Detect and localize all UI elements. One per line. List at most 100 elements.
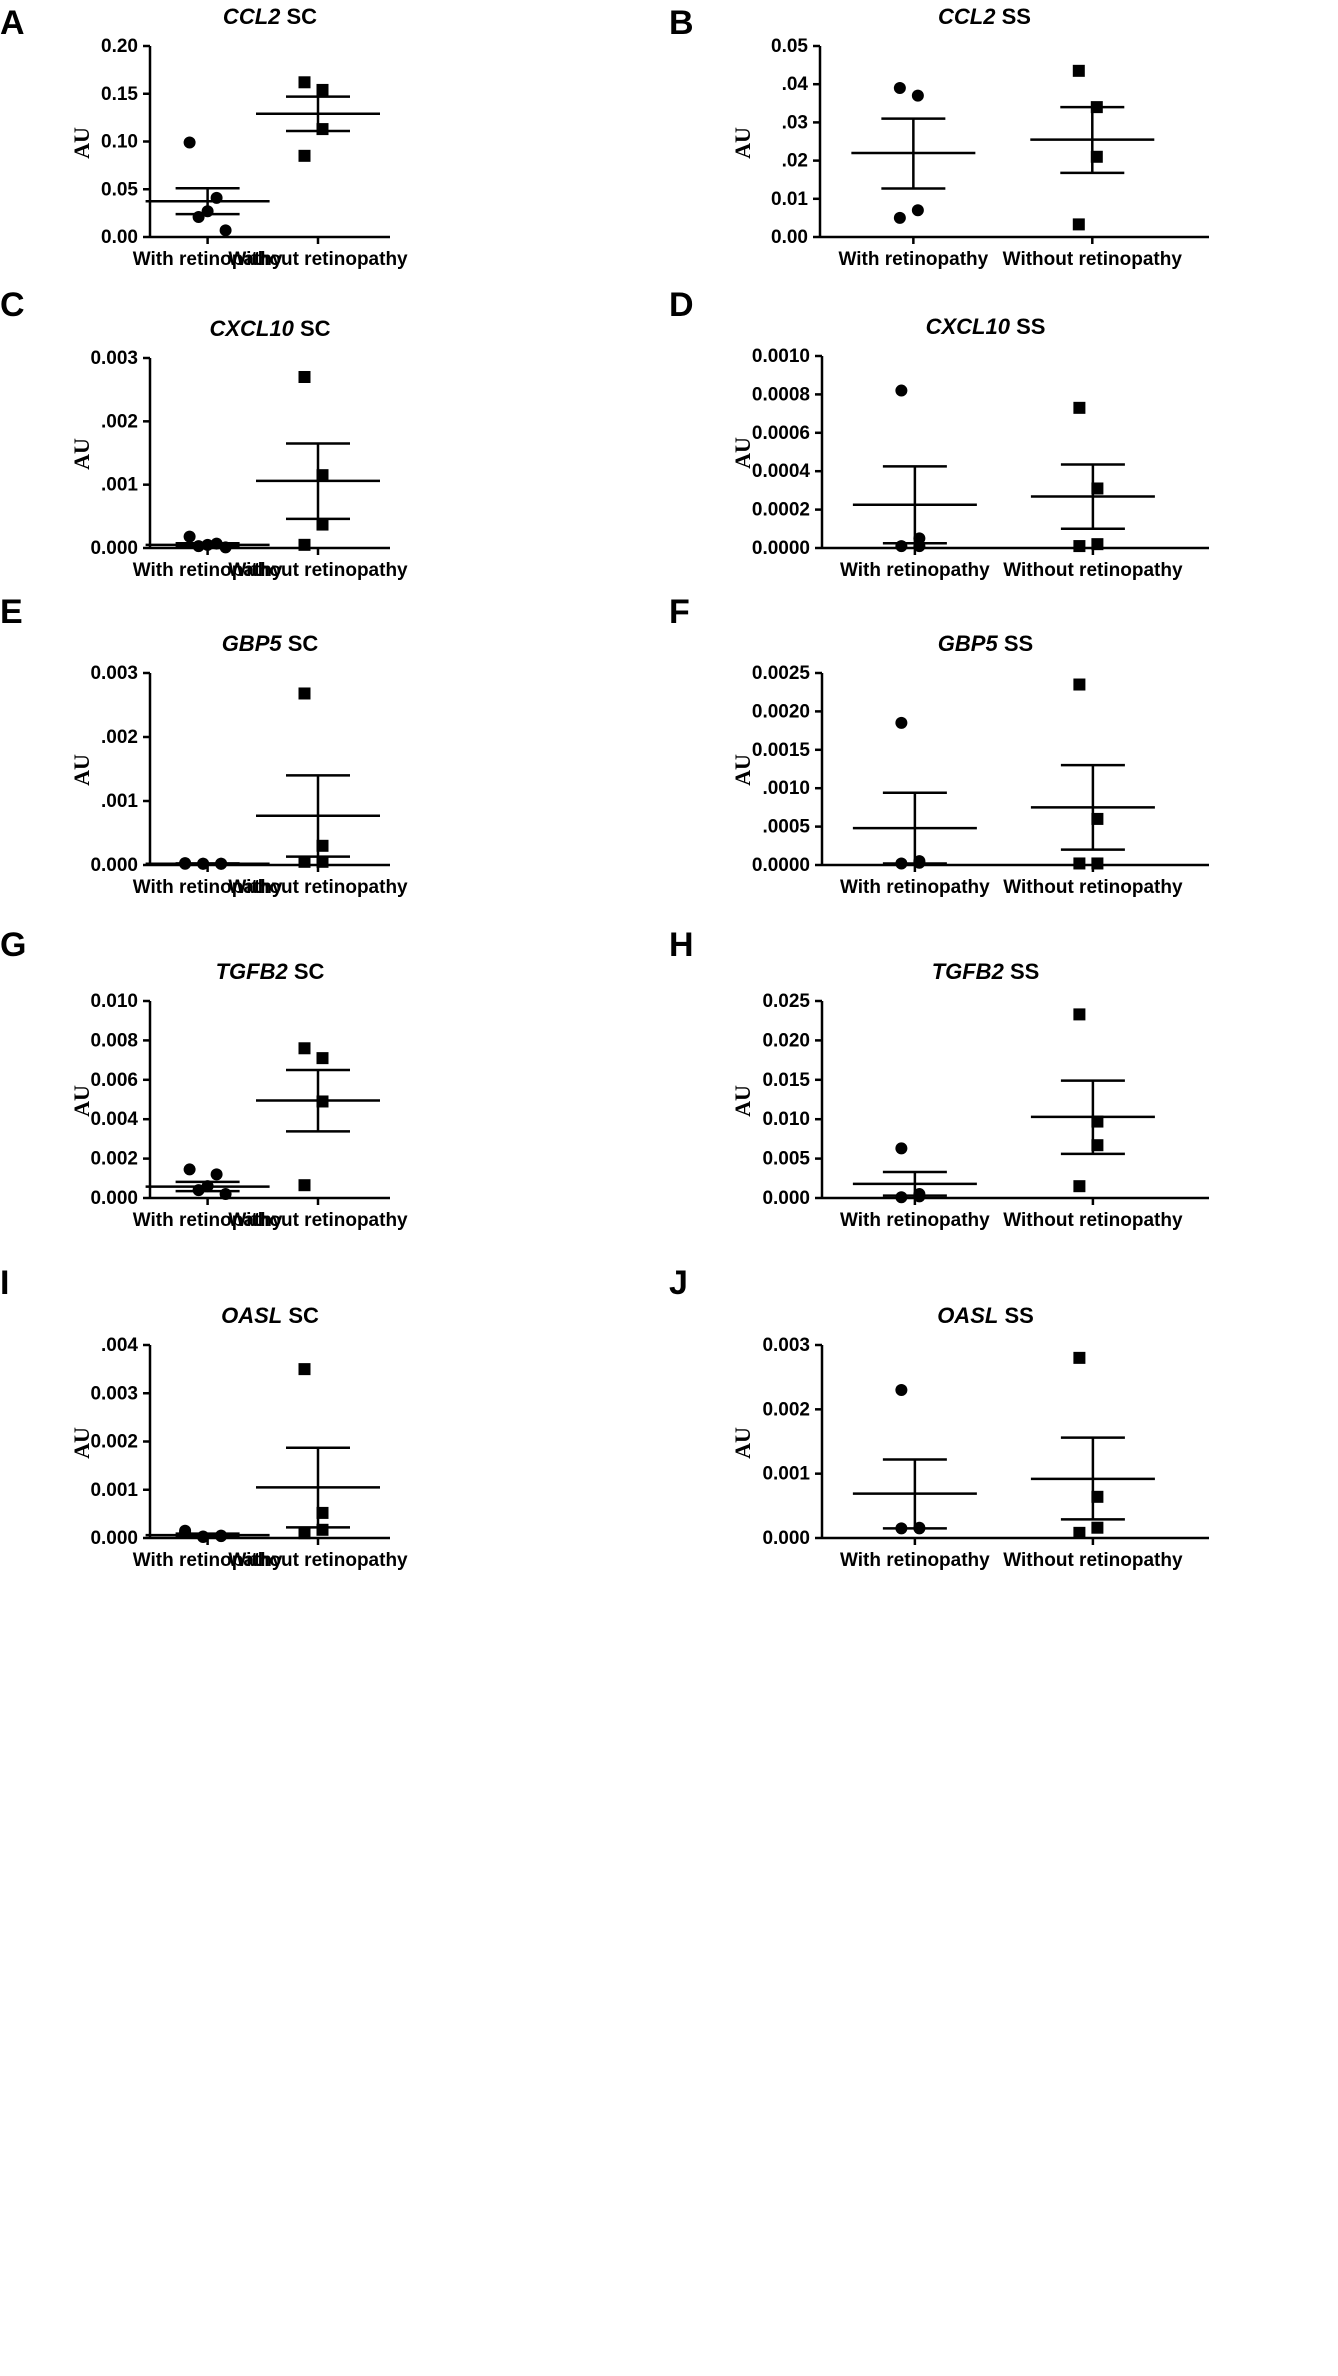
data-point-square xyxy=(298,149,311,162)
y-tick-label: 0.0015 xyxy=(752,740,811,761)
title-tissue: SS xyxy=(1001,4,1031,29)
y-tick-label: 0.15 xyxy=(101,84,138,105)
chart-svg: 0.00 0.01 .02 .03 .04 0.05 With retinopathy Wit… xyxy=(771,36,1209,270)
data-point-circle xyxy=(893,82,906,95)
data-point-square xyxy=(316,469,329,482)
data-point-circle xyxy=(893,211,906,224)
title-tissue: SC xyxy=(293,959,325,984)
y-tick-label: 0.008 xyxy=(90,1030,138,1051)
data-point-square xyxy=(1073,1351,1086,1364)
chart-title: TGFB2 SC xyxy=(216,959,325,985)
data-point-square xyxy=(298,538,311,551)
y-tick-label: 0.00 xyxy=(101,227,138,248)
y-tick-label: 0.003 xyxy=(90,348,138,369)
data-point-square xyxy=(1073,1526,1086,1539)
data-point-square xyxy=(1091,482,1104,495)
y-tick-label: 0.002 xyxy=(90,1149,138,1170)
chart-panel-j: J OASL SS AU 0.000 0.001 0.002 0.003 With retin… xyxy=(669,1256,1338,1731)
title-tissue: SC xyxy=(288,1303,319,1328)
data-point-circle xyxy=(895,716,908,729)
y-tick-label: 0.006 xyxy=(90,1070,138,1091)
y-tick-label: 0.002 xyxy=(90,1432,138,1453)
data-point-square xyxy=(298,76,311,89)
title-gene: GBP5 xyxy=(221,631,282,656)
y-tick-label: 0.01 xyxy=(771,189,808,210)
x-tick-label: Without retinopathy xyxy=(228,560,408,581)
data-point-square xyxy=(1073,540,1086,553)
data-point-square xyxy=(298,1527,311,1540)
chart-panel-f: F GBP5 SS AU 0.0000.0005.0010 0.0015 0.0020 0.… xyxy=(669,585,1338,1060)
panel-letter: G xyxy=(0,926,27,964)
x-tick-label: Without retinopathy xyxy=(228,249,408,270)
y-tick-label: 0.002 xyxy=(762,1399,810,1420)
y-tick-label: 0.10 xyxy=(101,132,138,153)
y-tick-label: 0.0008 xyxy=(752,384,810,405)
x-tick-label: Without retinopathy xyxy=(228,1210,408,1231)
title-gene: TGFB2 xyxy=(215,959,288,984)
y-tick-label: 0.001 xyxy=(762,1464,810,1485)
y-tick-label: .03 xyxy=(782,112,808,133)
panel-letter: H xyxy=(669,926,694,964)
panel-letter: I xyxy=(0,1264,10,1302)
chart-svg: 0.00 0.05 0.10 0.15 0.20 With retinopathyWith… xyxy=(101,36,408,270)
data-point-square xyxy=(1072,64,1085,77)
data-point-square xyxy=(298,855,311,868)
y-tick-label: 0.0000 xyxy=(752,538,810,559)
data-point-square xyxy=(1073,857,1086,870)
x-tick-label: With retinopathy xyxy=(840,877,990,898)
data-point-square xyxy=(298,687,311,700)
y-tick-label: 0.003 xyxy=(762,1335,810,1356)
y-tick-label: 0.003 xyxy=(90,663,138,684)
chart-title: CCL2 SS xyxy=(938,4,1031,30)
data-point-circle xyxy=(219,224,232,237)
x-tick-label: With retinopathy xyxy=(840,560,990,581)
x-tick-label: With retinopathy xyxy=(133,560,283,581)
title-gene: CXCL10 xyxy=(925,314,1010,339)
y-tick-label: 0.000 xyxy=(762,1188,810,1209)
chart-title: OASL SC xyxy=(221,1303,319,1329)
y-tick-label: 0.0025 xyxy=(752,663,811,684)
data-point-square xyxy=(298,1042,311,1055)
chart-svg: 0.000 0.002 0.004 0.006 0.008 0.010 With retin… xyxy=(90,991,408,1231)
data-point-square xyxy=(316,83,329,96)
title-gene: CCL2 xyxy=(222,4,281,29)
data-point-square xyxy=(316,518,329,531)
data-point-square xyxy=(1091,538,1104,551)
panel-letter: D xyxy=(669,286,694,324)
x-tick-label: With retinopathy xyxy=(839,249,989,270)
x-tick-label: With retinopathy xyxy=(133,1210,283,1231)
y-tick-label: .02 xyxy=(782,151,808,172)
title-gene: TGFB2 xyxy=(931,959,1004,984)
data-point-square xyxy=(1073,1180,1086,1193)
chart-panel-a: A CCL2 SC AU 0.00 0.05 0.10 0.15 0.20 With retin… xyxy=(0,0,669,475)
data-point-square xyxy=(298,1363,311,1376)
data-point-square xyxy=(316,1052,329,1065)
y-tick-label: 0.001 xyxy=(90,1480,138,1501)
x-tick-label: Without retinopathy xyxy=(1003,560,1183,581)
data-point-square xyxy=(298,371,311,383)
data-point-square xyxy=(1091,1490,1104,1503)
x-tick-label: With retinopathy xyxy=(840,1550,990,1571)
y-tick-label: 0.004 xyxy=(90,1109,138,1130)
data-point-square xyxy=(316,123,329,136)
chart-title: GBP5 SS xyxy=(938,631,1033,657)
y-tick-label: 0.0020 xyxy=(752,701,810,722)
y-tick-label: 0.0006 xyxy=(752,423,810,444)
chart-title: CXCL10 SS xyxy=(926,314,1046,340)
chart-panel-b: B CCL2 SS AU 0.00 0.01.02.03.04 0.05 With reti… xyxy=(669,0,1338,475)
y-tick-label: 0.20 xyxy=(101,36,138,57)
y-tick-label: .0010 xyxy=(762,778,810,799)
x-tick-label: Without retinopathy xyxy=(228,1550,408,1571)
chart-svg: 0.0000 0.0002 0.0004 0.0006 0.0008 0.0010 With… xyxy=(752,346,1209,581)
title-tissue: SS xyxy=(1009,959,1040,984)
chart-title: GBP5 SC xyxy=(222,631,319,657)
chart-panel-e: E GBP5 SC AU 0.000.001.002 0.003 With retinop… xyxy=(0,585,669,1060)
data-point-square xyxy=(316,855,329,868)
data-point-square xyxy=(298,1179,311,1192)
y-tick-label: .004 xyxy=(101,1335,138,1356)
panel-letter: F xyxy=(669,593,690,631)
data-point-square xyxy=(1091,1521,1104,1534)
y-tick-label: .0005 xyxy=(762,817,810,838)
data-point-circle xyxy=(183,530,196,543)
y-tick-label: .001 xyxy=(101,475,138,496)
